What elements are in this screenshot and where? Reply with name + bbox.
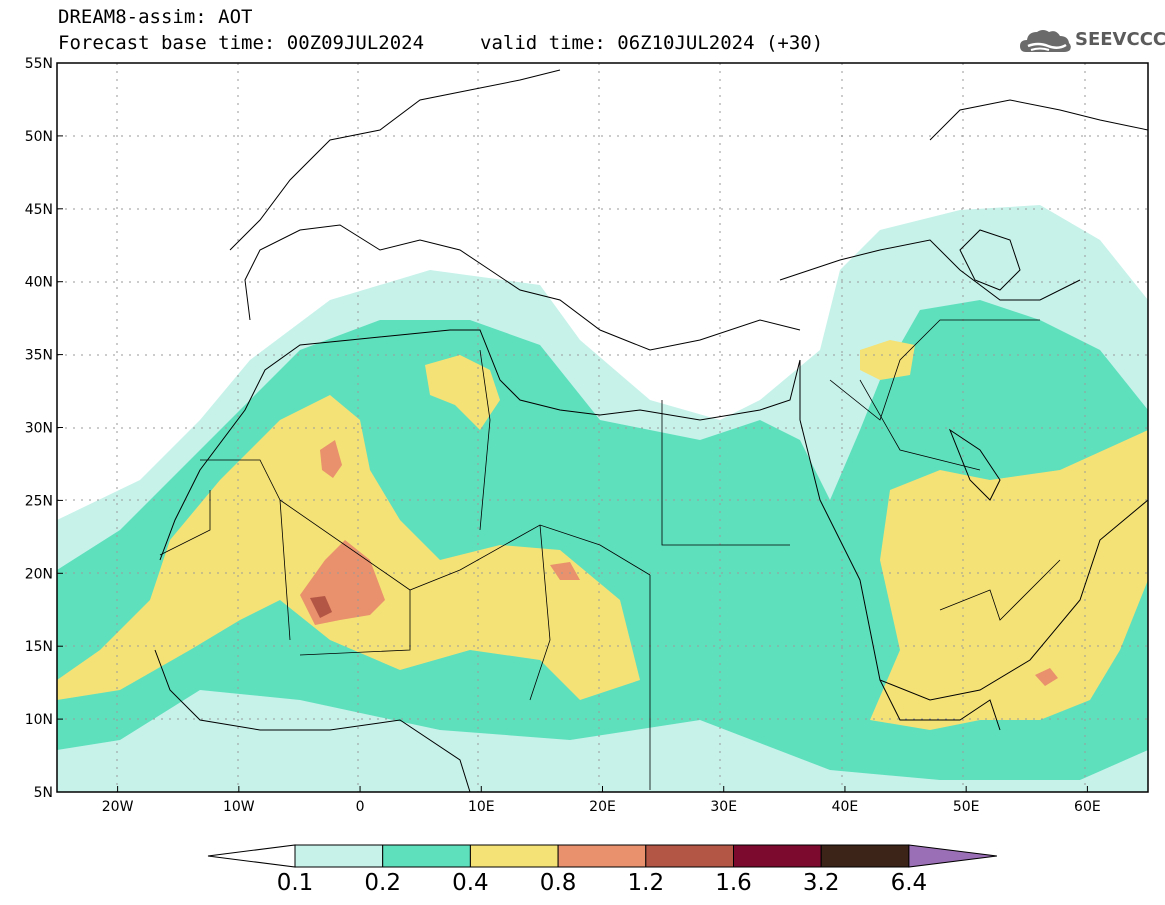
lat-tick-label: 45N <box>25 202 53 218</box>
map-title: DREAM8-assim: AOT <box>58 6 253 28</box>
colorbar-label: 0.8 <box>539 870 577 896</box>
lon-tick-label: 0 <box>356 799 365 815</box>
lon-tick-label: 40E <box>832 799 859 815</box>
lon-tick-label: 10W <box>223 799 255 815</box>
aot-level-0.8-chad <box>550 562 580 580</box>
colorbar-swatch <box>733 844 822 868</box>
lat-tick-label: 20N <box>25 566 53 582</box>
lat-tick-label: 30N <box>25 421 53 437</box>
colorbar-label: 0.1 <box>276 870 314 896</box>
colorbar-label: 0.4 <box>452 870 489 896</box>
coastlines <box>154 69 1148 792</box>
lon-tick-label: 60E <box>1074 799 1101 815</box>
forecast-base-time: Forecast base time: 00Z09JUL2024 <box>58 32 425 54</box>
valid-time: valid time: 06Z10JUL2024 (+30) <box>480 32 824 54</box>
lon-tick-label: 20W <box>102 799 134 815</box>
lon-tick-label: 20E <box>589 799 616 815</box>
colorbar <box>207 844 997 868</box>
aot-level-1.2 <box>310 596 332 618</box>
lat-tick-label: 25N <box>25 493 53 509</box>
lon-tick-label: 50E <box>953 799 980 815</box>
lon-tick-label: 30E <box>710 799 737 815</box>
seevccc-logo: SEEVCCC <box>1018 24 1165 58</box>
lat-tick-label: 35N <box>25 348 53 364</box>
aot-field <box>57 205 1148 792</box>
colorbar-swatch <box>645 844 734 868</box>
colorbar-swatch <box>294 844 384 868</box>
aot-level-0.4-iraq <box>860 340 915 380</box>
logo-text: SEEVCCC <box>1075 29 1165 50</box>
borders <box>159 319 1061 790</box>
gridlines <box>57 63 1148 792</box>
lat-tick-label: 10N <box>25 712 53 728</box>
colorbar-label: 1.6 <box>715 870 752 896</box>
aot-level-0.4-tunisia <box>425 355 500 430</box>
colorbar-swatch <box>820 844 910 868</box>
lat-tick-label: 15N <box>25 639 53 655</box>
cloud-icon <box>1020 30 1071 52</box>
colorbar-swatch <box>469 844 559 868</box>
latitude-ticks: 5N 10N 15N 20N 25N 30N 35N 40N 45N 50N 55N <box>25 56 63 801</box>
aot-level-0.4-east <box>870 430 1148 730</box>
colorbar-label: 0.2 <box>364 870 401 896</box>
lat-tick-label: 50N <box>25 129 53 145</box>
aot-level-0.8-yemen <box>1035 668 1058 686</box>
aot-level-0.8-algeria <box>320 440 342 478</box>
colorbar-swatch <box>382 844 471 868</box>
longitude-ticks: 20W 10W 0 10E 20E 30E 40E 50E 60E <box>102 786 1101 815</box>
lat-tick-label: 40N <box>25 275 53 291</box>
lat-tick-label: 55N <box>25 56 53 72</box>
colorbar-swatch <box>557 844 647 868</box>
colorbar-high-arrow <box>908 844 997 868</box>
lat-tick-label: 5N <box>34 785 53 801</box>
colorbar-label: 1.2 <box>627 870 665 896</box>
colorbar-low-arrow <box>207 844 296 868</box>
lon-tick-label: 10E <box>468 799 495 815</box>
colorbar-label: 3.2 <box>802 870 840 896</box>
colorbar-label: 6.4 <box>890 870 928 896</box>
